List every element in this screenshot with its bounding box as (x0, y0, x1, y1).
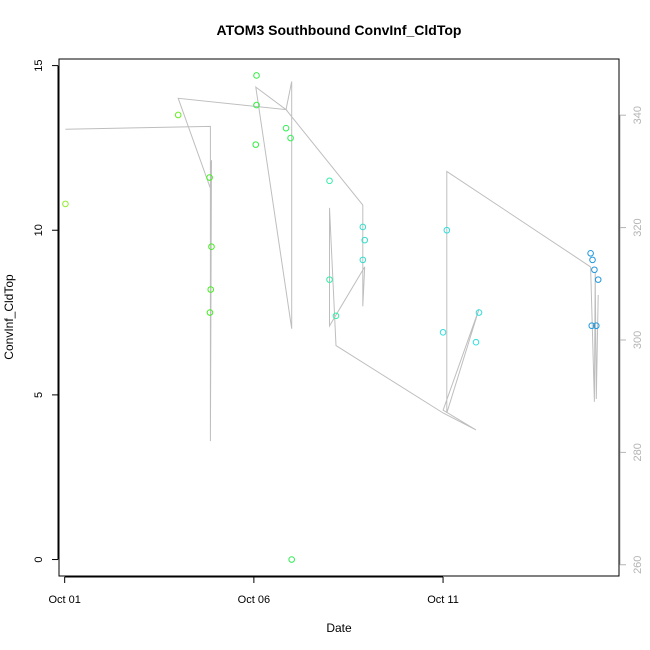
data-point-10 (282, 124, 290, 132)
data-point-8 (253, 101, 260, 109)
scatter-points (62, 72, 602, 563)
connector-line-layer (65, 81, 599, 442)
data-point-16 (359, 223, 367, 231)
y-axis-left: 0 5 10 15 (33, 59, 59, 563)
data-point-25 (591, 266, 598, 274)
y2-tick-label-3: 300 (632, 331, 644, 349)
y2-tick-label-1: 260 (632, 556, 644, 574)
data-point-21 (475, 309, 483, 316)
chart-title: ATOM3 Southbound ConvInf_CldTop (217, 22, 462, 38)
data-point-26 (594, 276, 602, 283)
data-point-18 (359, 256, 367, 264)
data-point-12 (288, 556, 296, 563)
data-point-1 (62, 200, 69, 208)
data-point-7 (253, 72, 260, 79)
y-axis-right: 260 280 300 320 340 (619, 106, 644, 574)
connector-line (65, 81, 599, 442)
data-point-3 (206, 174, 213, 181)
data-point-4 (208, 243, 215, 251)
data-point-5 (207, 286, 215, 293)
data-point-28 (592, 322, 600, 330)
data-point-27 (588, 322, 596, 330)
data-point-15 (332, 312, 340, 320)
y-tick-label-2: 5 (33, 392, 45, 398)
data-point-24 (589, 256, 596, 264)
data-point-13 (326, 177, 333, 185)
data-point-17 (361, 236, 369, 244)
x-tick-label-2: Oct 06 (238, 594, 270, 606)
y-tick-label-1: 0 (33, 556, 45, 562)
plot-frame (58, 58, 620, 577)
data-point-20 (439, 329, 447, 336)
data-point-9 (252, 141, 260, 148)
data-point-11 (287, 134, 294, 142)
y2-tick-label-5: 340 (632, 106, 644, 124)
data-point-14 (326, 276, 333, 283)
y2-tick-label-4: 320 (632, 218, 644, 236)
data-point-6 (206, 309, 214, 316)
y2-tick-label-2: 280 (632, 443, 644, 461)
y-tick-label-3: 10 (33, 224, 45, 236)
x-axis-label: Date (326, 621, 352, 635)
x-axis: Oct 01 Oct 06 Oct 11 (48, 576, 459, 606)
data-point-23 (587, 249, 594, 257)
x-tick-label-3: Oct 11 (427, 594, 459, 606)
x-tick-label-1: Oct 01 (48, 594, 80, 606)
data-point-2 (174, 111, 182, 119)
y-axis-label: ConvInf_CldTop (2, 274, 16, 360)
y-tick-label-4: 15 (33, 59, 45, 71)
data-point-19 (443, 226, 451, 234)
data-point-22 (472, 338, 480, 346)
